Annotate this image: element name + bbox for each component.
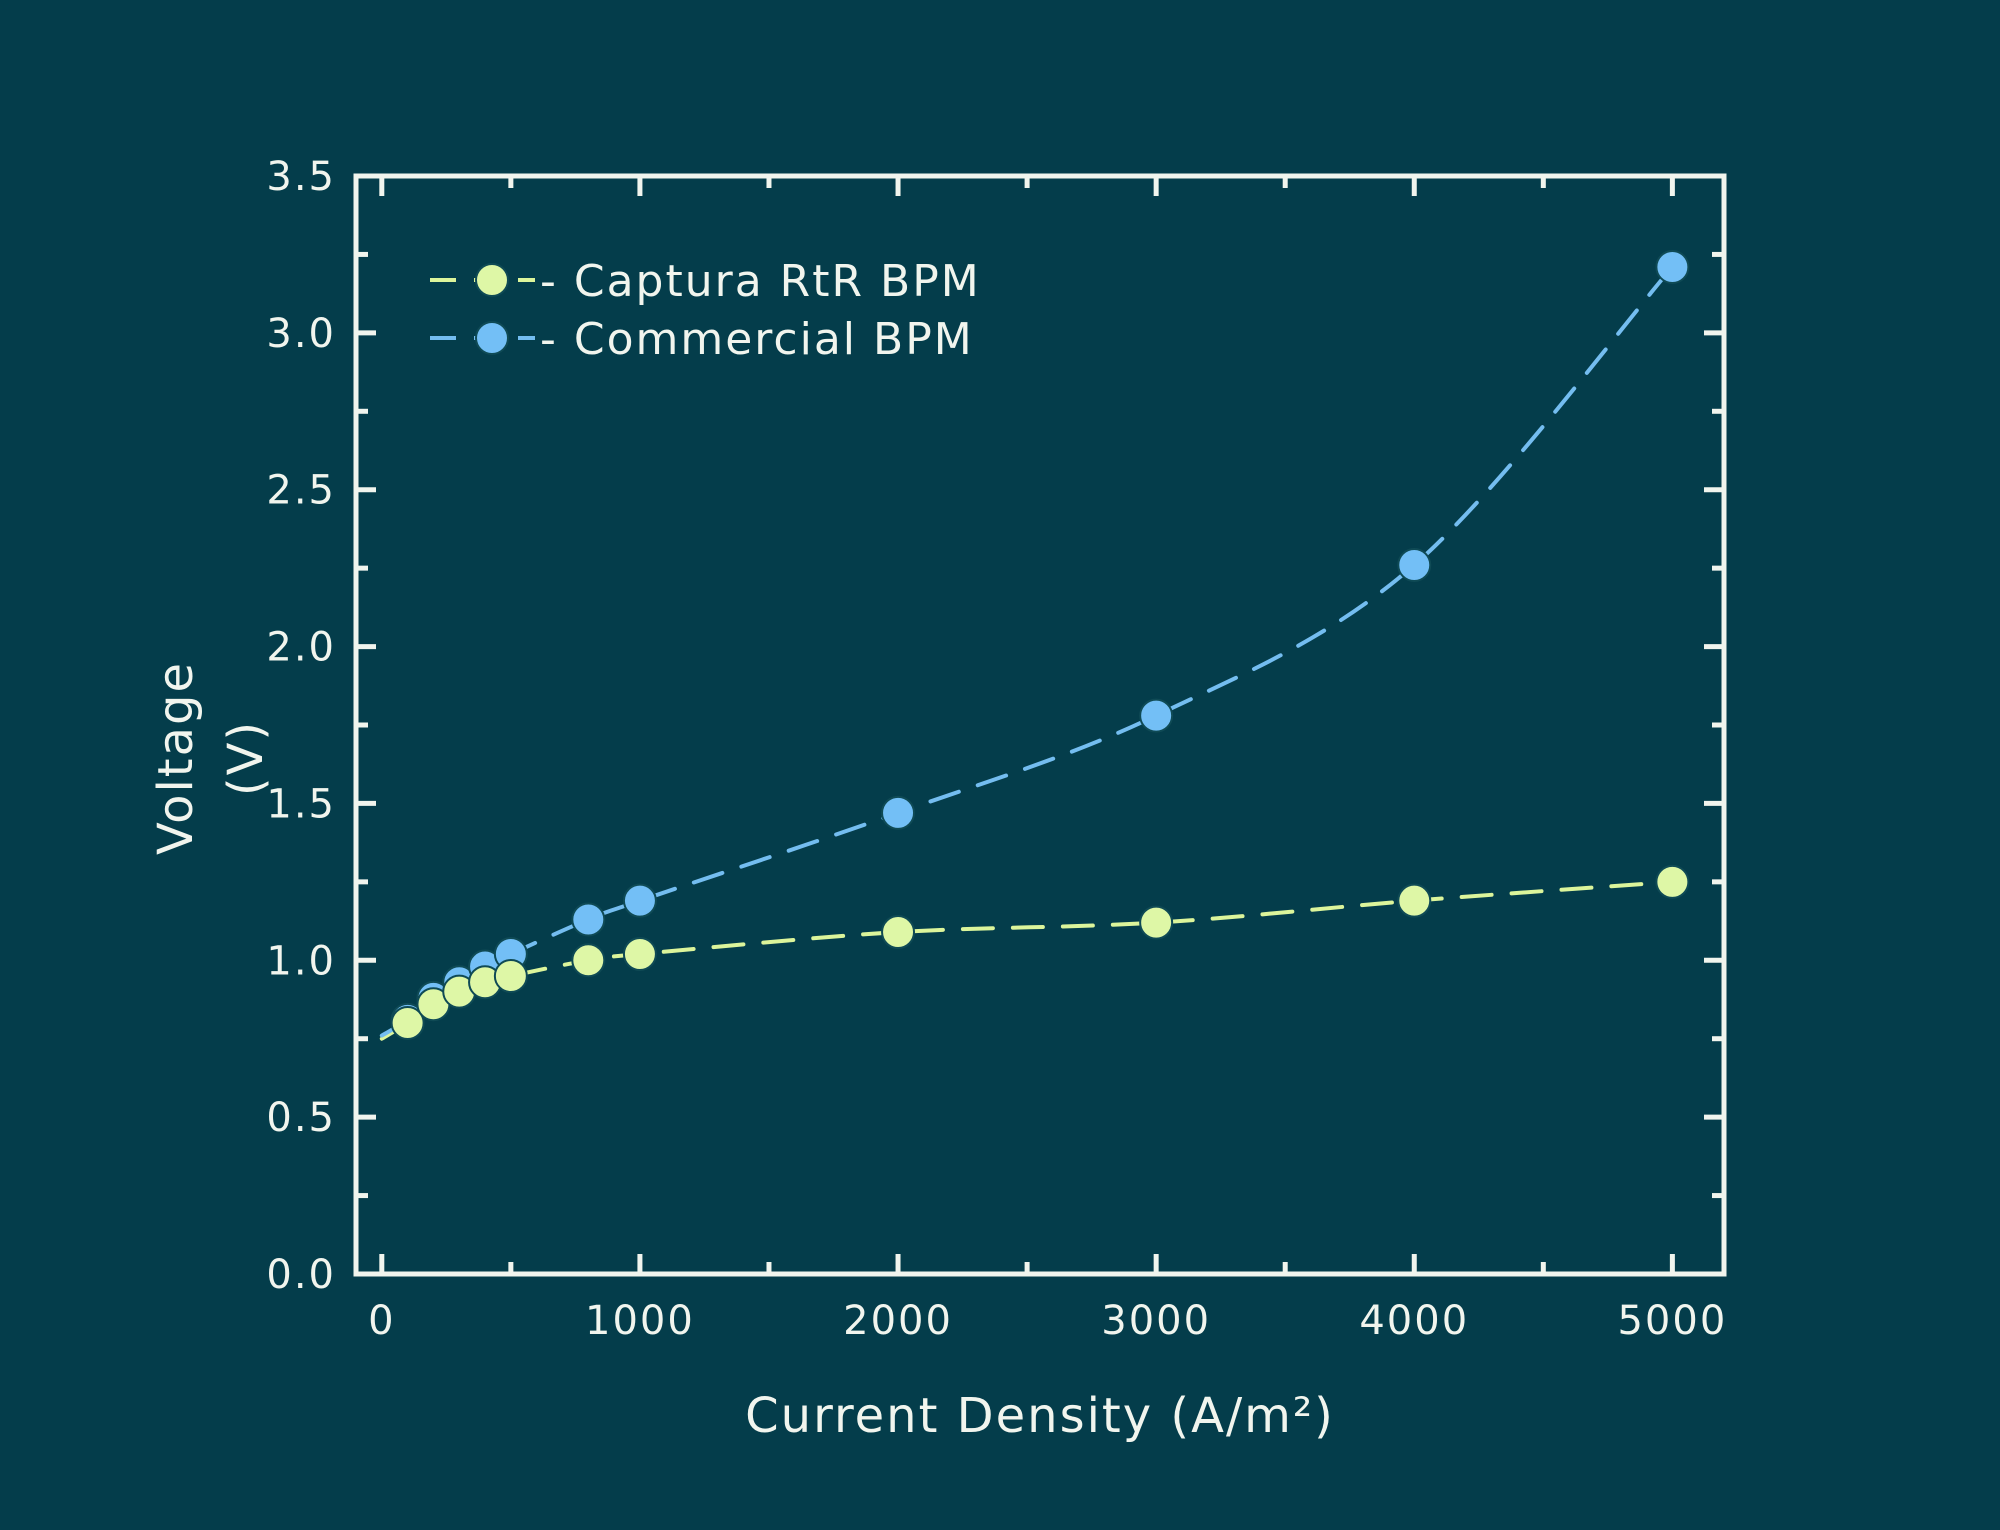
y-axis-title: Voltage — [148, 661, 204, 855]
y-tick-label: 3.5 — [266, 154, 336, 200]
y-tick-label: 2.0 — [266, 625, 336, 671]
data-point-series-1 — [571, 902, 606, 937]
data-point-series-1 — [881, 795, 916, 830]
x-tick-label: 2000 — [843, 1298, 953, 1344]
data-point-series-0 — [881, 915, 916, 950]
data-point-series-1 — [1655, 249, 1690, 284]
data-point-series-0 — [622, 937, 657, 972]
data-point-series-0 — [1139, 905, 1174, 940]
legend-marker-1 — [475, 321, 509, 355]
y-tick-label: 0.0 — [266, 1252, 336, 1298]
x-axis-title: Current Density (A/m²) — [745, 1388, 1335, 1444]
data-point-series-0 — [1655, 864, 1690, 899]
legend-label-0: - Captura RtR BPM — [540, 256, 981, 307]
y-axis-unit: (V) — [218, 720, 274, 796]
x-tick-label: 3000 — [1101, 1298, 1211, 1344]
data-point-series-0 — [571, 943, 606, 978]
y-tick-label: 3.0 — [266, 311, 336, 357]
legend-marker-0 — [475, 263, 509, 297]
x-tick-label: 4000 — [1359, 1298, 1469, 1344]
data-point-series-1 — [1139, 698, 1174, 733]
data-point-series-1 — [622, 883, 657, 918]
data-points — [390, 249, 1690, 1041]
y-tick-label: 2.5 — [266, 468, 336, 514]
x-tick-label: 5000 — [1617, 1298, 1727, 1344]
legend: - Captura RtR BPM - Commercial BPM — [430, 256, 981, 365]
plot-axes — [353, 173, 1727, 1277]
legend-label-1: - Commercial BPM — [540, 314, 974, 365]
data-point-series-0 — [493, 958, 528, 993]
y-tick-label: 1.5 — [266, 781, 336, 827]
x-tick-label: 0 — [368, 1298, 395, 1344]
tick-labels: 0 1000 2000 3000 4000 5000 0.0 0.5 1.0 1.5 2.0 2.5 3… — [266, 154, 1727, 1344]
y-tick-label: 1.0 — [266, 938, 336, 984]
data-point-series-1 — [1397, 548, 1432, 583]
data-point-series-0 — [390, 1006, 425, 1041]
data-point-series-0 — [1397, 883, 1432, 918]
x-tick-label: 1000 — [585, 1298, 695, 1344]
y-tick-label: 0.5 — [266, 1095, 336, 1141]
